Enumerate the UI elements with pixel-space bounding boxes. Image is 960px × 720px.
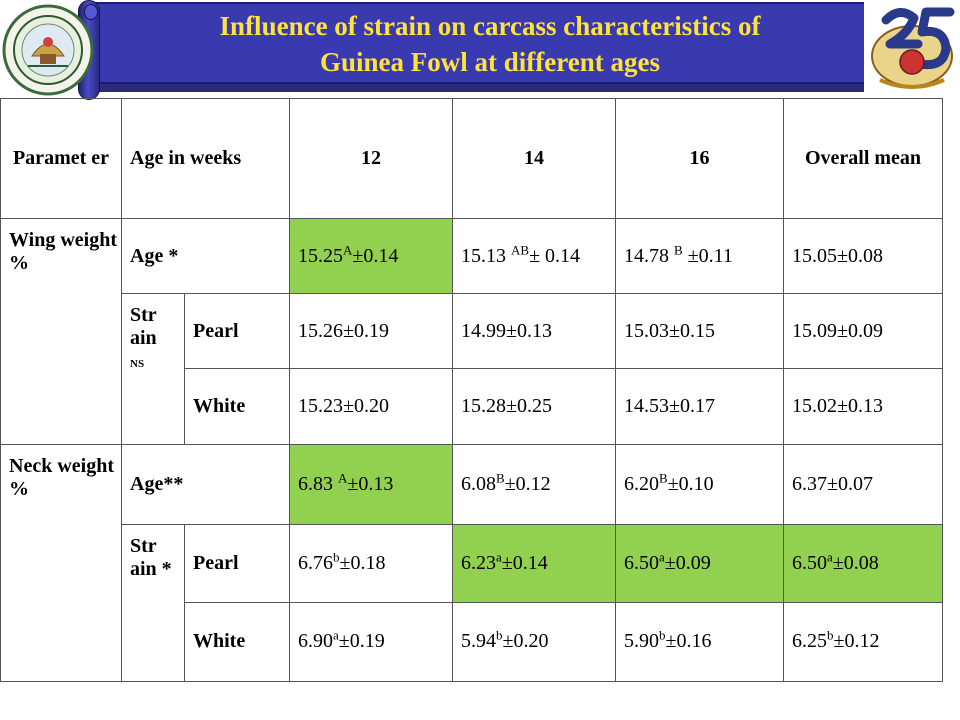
table-cell: 5.94b±0.20 bbox=[452, 601, 617, 683]
row-label-white: White bbox=[183, 368, 291, 445]
table-row: Str ain NS Pearl 15.26±0.19 14.99±0.13 15… bbox=[1, 293, 944, 445]
row-label-wing-weight: Wing weight % bbox=[0, 218, 122, 445]
row-label-neck-weight: Neck weight % bbox=[0, 443, 122, 683]
table-cell: 15.02±0.13 bbox=[783, 368, 944, 445]
table-cell: 15.09±0.09 bbox=[783, 293, 944, 370]
table-cell: 15.03±0.15 bbox=[615, 293, 785, 370]
col-header-16: 16 bbox=[615, 97, 785, 220]
table-cell: 6.90a±0.19 bbox=[289, 601, 454, 683]
table-row: Neck weight % Age** 6.83 A±0.13 6.08B±0.… bbox=[0, 443, 944, 683]
table-cell: 6.25b±0.12 bbox=[783, 601, 944, 683]
table-row: Wing weight % Age * 15.25A±0.14 15.13 AB… bbox=[0, 218, 944, 445]
table-cell: 15.25A±0.14 bbox=[289, 218, 454, 295]
col-header-14: 14 bbox=[452, 97, 617, 220]
table-cell: 14.99±0.13 bbox=[452, 293, 617, 370]
table-cell: 15.26±0.19 bbox=[289, 293, 454, 370]
title-line-2: Guinea Fowl at different ages bbox=[320, 47, 660, 77]
row-label-age: Age * bbox=[120, 218, 291, 295]
scroll-curl bbox=[84, 4, 98, 20]
table-row: White 15.23±0.20 15.28±0.25 14.53±0.17 1… bbox=[1, 368, 944, 445]
header-row: Paramet er Age in weeks 12 14 16 Overall… bbox=[0, 97, 944, 220]
table-cell: 15.05±0.08 bbox=[783, 218, 944, 295]
anniversary-emblem-icon bbox=[864, 0, 960, 96]
table-cell: 5.90b±0.16 bbox=[615, 601, 785, 683]
row-label-strain: Str ain NS bbox=[121, 293, 185, 445]
table-row: White 6.90a±0.19 5.94b±0.20 5.90b±0.16 6… bbox=[1, 601, 944, 683]
row-label-strain: Str ain * bbox=[121, 523, 185, 683]
table-cell: 6.08B±0.12 bbox=[452, 443, 617, 525]
table-cell: 15.28±0.25 bbox=[452, 368, 617, 445]
table-cell: 6.83 A±0.13 bbox=[289, 443, 454, 525]
table-cell: 6.50a±0.08 bbox=[783, 523, 944, 603]
col-header-12: 12 bbox=[289, 97, 454, 220]
col-header-overall-mean: Overall mean bbox=[783, 97, 944, 220]
university-emblem-icon bbox=[2, 4, 94, 96]
table-row: Str ain * Pearl 6.76b±0.18 6.23a±0.14 6.… bbox=[1, 523, 944, 683]
table-cell: 6.20B±0.10 bbox=[615, 443, 785, 525]
table-cell: 14.78 B ±0.11 bbox=[615, 218, 785, 295]
table-cell: 6.37±0.07 bbox=[783, 443, 944, 525]
table-cell: 6.76b±0.18 bbox=[289, 523, 454, 603]
col-header-age-in-weeks: Age in weeks bbox=[120, 97, 291, 220]
table-cell: 6.23a±0.14 bbox=[452, 523, 617, 603]
carcass-table: Paramet er Age in weeks 12 14 16 Overall… bbox=[0, 97, 944, 683]
row-label-pearl: Pearl bbox=[183, 523, 291, 603]
col-header-parameter: Paramet er bbox=[0, 97, 122, 220]
table-cell: 15.13 AB± 0.14 bbox=[452, 218, 617, 295]
slide-title: Influence of strain on carcass character… bbox=[110, 6, 870, 82]
row-label-pearl: Pearl bbox=[183, 293, 291, 370]
table-cell: 6.50a±0.09 bbox=[615, 523, 785, 603]
title-banner bbox=[88, 2, 910, 84]
title-line-1: Influence of strain on carcass character… bbox=[219, 11, 761, 41]
table-cell: 15.23±0.20 bbox=[289, 368, 454, 445]
table-cell: 14.53±0.17 bbox=[615, 368, 785, 445]
row-label-white: White bbox=[183, 601, 291, 683]
row-label-age: Age** bbox=[120, 443, 291, 525]
